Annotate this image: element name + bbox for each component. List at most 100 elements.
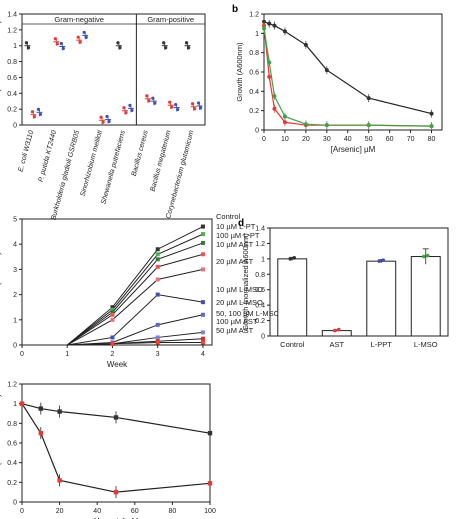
series-line: [263, 21, 432, 115]
x-tick-label: 40: [344, 136, 352, 143]
data-point: [110, 310, 115, 315]
y-axis-label: Growth (A600nm): [235, 42, 244, 102]
panel-label: b: [232, 4, 238, 15]
data-point: [207, 430, 213, 436]
series-line: [263, 25, 432, 127]
data-point: [130, 108, 134, 112]
data-point: [38, 112, 43, 116]
data-point: [110, 335, 115, 340]
x-tick-label: 40: [93, 508, 101, 515]
data-point: [145, 94, 149, 98]
data-point: [186, 46, 191, 50]
data-point: [336, 327, 341, 332]
data-point: [155, 277, 160, 282]
series-label: 20 µM L-MSO: [216, 298, 263, 307]
data-point: [288, 257, 293, 261]
panel-label: d: [238, 218, 244, 229]
data-point: [110, 341, 115, 346]
data-point: [207, 481, 213, 486]
y-tick-label: 1: [13, 317, 17, 324]
series-line: [263, 28, 432, 127]
data-point: [151, 96, 155, 100]
y-tick-label: 0.4: [7, 91, 17, 98]
data-point: [425, 253, 430, 258]
data-point: [184, 41, 189, 45]
data-point: [196, 101, 201, 105]
bar: [321, 330, 352, 337]
data-point: [170, 105, 174, 109]
group-label-gram-positive: Gram-positive: [147, 15, 194, 24]
x-tick-label: 80: [428, 136, 436, 143]
data-point: [292, 256, 297, 260]
y-tick-label: 0.6: [249, 70, 259, 77]
data-point: [113, 415, 119, 420]
data-point: [198, 106, 203, 110]
data-point: [155, 292, 160, 297]
bar: [410, 256, 441, 337]
data-point: [381, 258, 386, 262]
x-tick-label: 0: [20, 508, 24, 515]
series-label: 50, 100 µM L-MSO: [216, 309, 280, 318]
series-label: 20 µM AST: [216, 257, 254, 266]
data-point: [105, 114, 109, 119]
y-tick-label: 1: [13, 43, 17, 50]
x-tick-label: 70: [407, 136, 415, 143]
data-point: [84, 35, 88, 40]
data-point: [38, 430, 43, 436]
y-axis-label: Growth (normalized A750nm): [0, 394, 2, 492]
data-point: [110, 312, 115, 317]
data-point: [55, 42, 59, 46]
y-tick-label: 1.4: [255, 226, 265, 233]
data-point: [168, 100, 172, 104]
y-axis-label: Growth (normalized A600nm): [0, 20, 2, 118]
y-tick-label: 0.2: [7, 107, 17, 114]
y-tick-label: 2: [13, 292, 17, 299]
x-axis-label: Week: [107, 360, 128, 369]
data-point: [36, 107, 41, 111]
data-point: [377, 259, 382, 263]
y-tick-label: 1.4: [7, 12, 17, 19]
data-point: [38, 406, 43, 411]
plot-frame: [269, 227, 449, 337]
y-tick-label: 1.2: [255, 241, 265, 248]
data-point: [200, 232, 205, 237]
data-point: [61, 46, 65, 51]
series-line: [22, 226, 204, 346]
data-point: [116, 41, 120, 45]
x-tick-label: 20: [302, 136, 310, 143]
data-point: [155, 264, 160, 269]
y-tick-label: 1.2: [7, 27, 17, 34]
data-point: [200, 300, 205, 305]
bar: [366, 260, 397, 337]
data-point: [78, 40, 82, 44]
y-tick-label: 4: [13, 242, 17, 249]
data-point: [76, 35, 80, 39]
y-tick-label: 0.6: [7, 441, 17, 448]
data-point: [155, 257, 160, 262]
y-tick-label: 0.4: [7, 460, 17, 467]
data-point: [57, 409, 62, 414]
data-point: [147, 99, 151, 103]
data-point: [26, 46, 31, 50]
data-point: [200, 312, 205, 317]
y-tick-label: 0.6: [255, 287, 265, 294]
data-point: [200, 267, 205, 272]
data-point: [24, 41, 29, 45]
x-tick-label: 10: [281, 136, 289, 143]
x-tick-label: 60: [131, 508, 139, 515]
y-tick-label: 0: [13, 343, 17, 350]
y-axis-label: Growth (A600nm): [0, 252, 2, 312]
x-tick-label: 4: [201, 351, 205, 358]
data-point: [113, 489, 119, 495]
data-point: [19, 401, 25, 406]
bar: [277, 258, 308, 337]
x-axis-label: [Arsenic] µM: [94, 517, 139, 519]
category-label: Bacillus megaterium: [150, 130, 173, 193]
data-point: [57, 478, 62, 483]
x-tick-label: 3: [156, 351, 160, 358]
data-point: [153, 101, 157, 105]
series-label: Control: [216, 212, 241, 221]
data-point: [174, 102, 178, 107]
x-axis-label: [Arsenic] µM: [331, 145, 376, 154]
